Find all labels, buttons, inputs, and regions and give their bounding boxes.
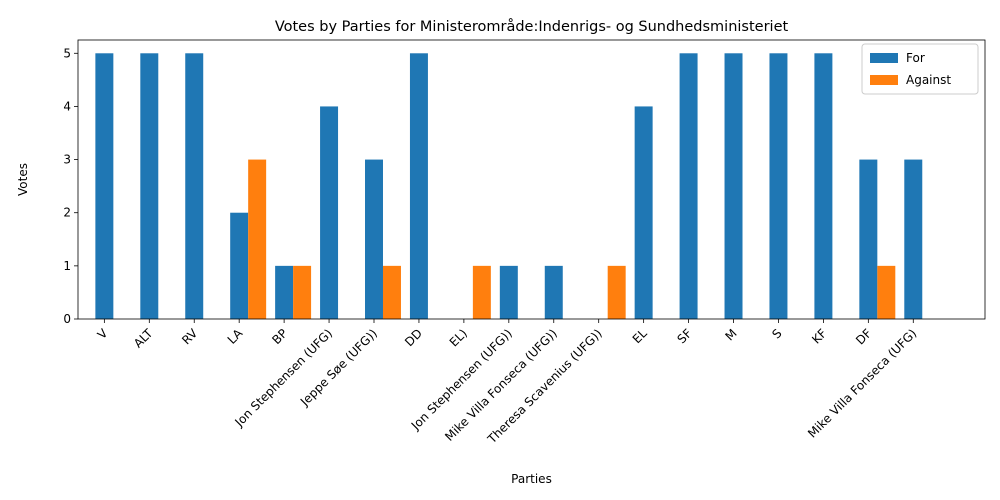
- y-tick-label: 2: [63, 206, 71, 220]
- bar-against-4: [293, 265, 312, 319]
- plot-frame: [77, 39, 986, 320]
- x-axis-title: Parties: [511, 472, 552, 486]
- y-tick-label: 1: [63, 259, 71, 273]
- bar-against-8: [472, 265, 491, 319]
- bar-against-11: [607, 265, 626, 319]
- bar-for-15: [769, 53, 788, 319]
- bar-for-6: [365, 159, 383, 319]
- chart-title: Votes by Parties for Ministerområde:Inde…: [275, 18, 789, 35]
- legend-label-for: For: [906, 51, 925, 65]
- bar-against-17: [877, 265, 896, 319]
- bar-for-10: [544, 265, 563, 319]
- bars-layer: [95, 53, 923, 320]
- y-axis: 0 1 2 3 4 5: [63, 46, 78, 326]
- y-tick-label: 5: [63, 46, 71, 60]
- bar-against-6: [382, 265, 401, 319]
- legend-swatch-against: [870, 75, 898, 85]
- bar-for-18: [904, 159, 923, 319]
- bar-against-3: [248, 159, 267, 319]
- y-tick-label: 3: [63, 153, 71, 167]
- bar-for-9: [499, 265, 518, 319]
- y-tick-label: 4: [63, 99, 71, 113]
- y-tick-label: 0: [63, 312, 71, 326]
- bar-for-12: [634, 106, 653, 320]
- bar-for-16: [814, 53, 833, 319]
- legend-label-against: Against: [906, 73, 951, 87]
- bar-for-14: [724, 53, 743, 319]
- y-axis-title: Votes: [16, 163, 30, 196]
- bar-for-3: [230, 212, 249, 319]
- legend-swatch-for: [870, 53, 898, 63]
- bar-for-1: [140, 53, 159, 319]
- bar-for-17: [859, 159, 878, 319]
- bar-for-7: [409, 53, 428, 319]
- legend: For Against: [861, 43, 979, 95]
- bar-for-13: [679, 53, 698, 319]
- bar-for-2: [185, 53, 204, 319]
- bar-for-4: [275, 265, 294, 319]
- bar-for-5: [320, 106, 339, 320]
- bar-for-0: [95, 53, 114, 319]
